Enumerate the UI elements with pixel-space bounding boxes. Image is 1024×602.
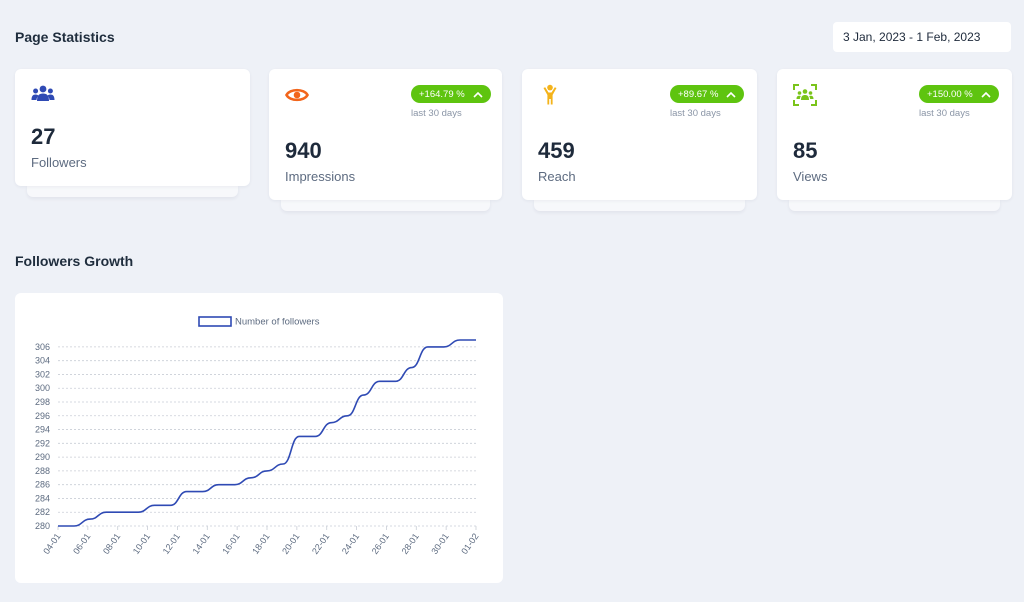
x-tick-label: 14-01 <box>191 531 212 556</box>
x-tick-label: 28-01 <box>400 531 421 556</box>
reach-change-text: +89.67 % <box>678 88 719 100</box>
card-shadow <box>281 199 490 211</box>
chevron-up-icon <box>981 91 991 98</box>
views-change-badge: +150.00 % <box>919 85 999 103</box>
x-tick-label: 18-01 <box>250 531 271 556</box>
followers-card: 27 Followers <box>15 69 250 197</box>
followers-label: Followers <box>31 155 87 170</box>
card-shadow <box>534 199 745 211</box>
x-tick-label: 08-01 <box>101 531 122 556</box>
followers-growth-chart: 280 282 284 286 288 290 292 294 296 298 300 302 304 3… <box>15 293 503 583</box>
views-period: last 30 days <box>919 108 970 119</box>
users-icon <box>31 85 55 101</box>
y-tick-label: 294 <box>35 425 50 435</box>
growth-title: Followers Growth <box>15 253 134 269</box>
x-tick-label: 30-01 <box>429 531 450 556</box>
y-tick-label: 282 <box>35 507 50 517</box>
person-icon <box>543 84 557 105</box>
reach-label: Reach <box>538 169 576 184</box>
x-tick-label: 12-01 <box>161 531 182 556</box>
x-tick-label: 22-01 <box>310 531 331 556</box>
y-tick-label: 304 <box>35 356 50 366</box>
y-tick-label: 306 <box>35 342 50 352</box>
y-tick-label: 292 <box>35 438 50 448</box>
eye-icon <box>285 88 309 102</box>
chevron-up-icon <box>726 91 736 98</box>
views-card-body: +150.00 % last 30 days 85 Views <box>777 69 1012 200</box>
views-value: 85 <box>793 138 818 163</box>
y-tick-label: 298 <box>35 397 50 407</box>
followers-card-body: 27 Followers <box>15 69 250 186</box>
x-tick-label: 06-01 <box>71 531 92 556</box>
impressions-period: last 30 days <box>411 108 462 119</box>
followers-value: 27 <box>31 124 56 149</box>
x-tick-label: 26-01 <box>370 531 391 556</box>
card-shadow <box>27 185 238 197</box>
reach-card: +89.67 % last 30 days 459 Reach <box>522 69 757 211</box>
followers-series-line <box>58 339 476 527</box>
views-label: Views <box>793 169 828 184</box>
chevron-up-icon <box>473 91 483 98</box>
date-range-picker[interactable]: 3 Jan, 2023 - 1 Feb, 2023 <box>833 22 1011 52</box>
impressions-card-body: +164.79 % last 30 days 940 Impressions <box>269 69 502 200</box>
x-tick-label: 10-01 <box>131 531 152 556</box>
followers-line-chart: 280 282 284 286 288 290 292 294 296 298 300 302 304 3… <box>35 316 481 556</box>
views-change-text: +150.00 % <box>927 88 973 100</box>
x-tick-label: 20-01 <box>280 531 301 556</box>
x-tick-label: 24-01 <box>340 531 361 556</box>
legend-label: Number of followers <box>235 317 320 328</box>
reach-card-body: +89.67 % last 30 days 459 Reach <box>522 69 757 200</box>
page-title: Page Statistics <box>15 29 115 45</box>
reach-change-badge: +89.67 % <box>670 85 745 103</box>
views-card: +150.00 % last 30 days 85 Views <box>777 69 1012 211</box>
impressions-label: Impressions <box>285 169 356 184</box>
y-tick-label: 284 <box>35 493 50 503</box>
y-tick-label: 280 <box>35 521 50 531</box>
legend-swatch <box>198 316 232 327</box>
x-tick-label: 04-01 <box>41 531 62 556</box>
impressions-change-text: +164.79 % <box>419 88 465 100</box>
y-tick-label: 290 <box>35 452 50 462</box>
y-tick-label: 302 <box>35 369 50 379</box>
x-tick-label: 01-02 <box>459 531 480 556</box>
y-tick-label: 296 <box>35 411 50 421</box>
y-tick-label: 286 <box>35 480 50 490</box>
group-scan-icon <box>793 84 817 106</box>
reach-value: 459 <box>538 138 575 163</box>
impressions-value: 940 <box>285 138 322 163</box>
y-tick-label: 288 <box>35 466 50 476</box>
y-tick-label: 300 <box>35 383 50 393</box>
x-tick-label: 16-01 <box>220 531 241 556</box>
card-shadow <box>789 199 1000 211</box>
reach-period: last 30 days <box>670 108 721 119</box>
impressions-card: +164.79 % last 30 days 940 Impressions <box>269 69 502 211</box>
impressions-change-badge: +164.79 % <box>411 85 491 103</box>
